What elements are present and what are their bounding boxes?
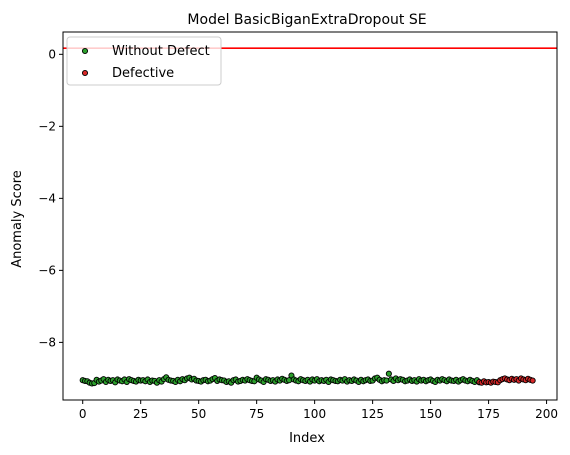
plot-frame (62, 31, 558, 401)
y-tick-label: −6 (38, 263, 56, 277)
legend-label: Without Defect (112, 44, 210, 59)
x-tick-label: 175 (477, 407, 500, 421)
x-tick-label: 100 (303, 407, 326, 421)
x-tick-label: 0 (79, 407, 87, 421)
legend-label: Defective (112, 66, 174, 81)
y-tick-label: −4 (38, 191, 56, 205)
points-layer (79, 370, 536, 387)
legend: Without Defect Defective (66, 36, 222, 86)
y-tick-label: −2 (38, 119, 56, 133)
x-tick-label: 150 (419, 407, 442, 421)
x-axis-label: Index (289, 431, 325, 446)
x-tick-label: 50 (191, 407, 206, 421)
legend-box (66, 36, 222, 86)
point-defective (529, 377, 536, 384)
x-tick-label: 25 (133, 407, 148, 421)
x-tick-label: 200 (535, 407, 558, 421)
y-axis-label: Anomaly Score (10, 170, 25, 268)
y-tick-label: −8 (38, 335, 56, 349)
axes-layer: 0 25 50 75 100 125 150 175 200 0 −2 −4 −6 −8 (38, 31, 558, 421)
legend-marker (81, 69, 89, 77)
chart-title: Model BasicBiganExtraDropout SE (187, 12, 426, 28)
legend-marker (81, 47, 89, 55)
point-without-defect (385, 370, 392, 377)
x-tick-label: 125 (361, 407, 384, 421)
y-tick-label: 0 (48, 47, 56, 61)
x-tick-label: 75 (249, 407, 264, 421)
